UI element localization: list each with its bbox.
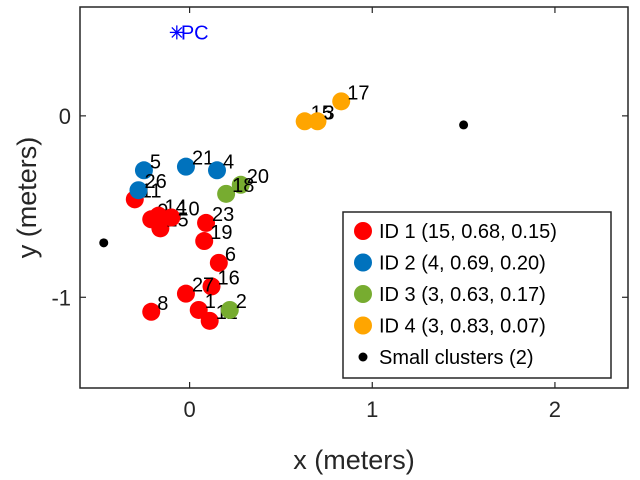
point-id-label: 8 <box>157 293 168 315</box>
small-cluster-point <box>99 238 109 248</box>
legend-marker <box>354 253 372 272</box>
point-id-label: 4 <box>223 151 234 173</box>
data-point <box>308 112 327 131</box>
legend-marker <box>358 352 368 362</box>
legend-marker <box>354 316 372 335</box>
point-id-label: 6 <box>225 244 236 266</box>
legend: ID 1 (15, 0.68, 0.15) ID 2 (4, 0.69, 0.20… <box>342 211 612 379</box>
x-tick-label: 2 <box>549 397 561 422</box>
data-point <box>195 232 214 251</box>
point-id-label: 23 <box>212 204 234 226</box>
legend-marker <box>354 222 372 240</box>
x-tick-label: 1 <box>366 397 378 422</box>
data-point <box>208 161 226 180</box>
legend-box <box>342 211 612 379</box>
data-point <box>220 300 239 319</box>
small-cluster-point <box>459 120 469 130</box>
data-point <box>231 175 250 194</box>
point-id-label: 27 <box>192 275 214 297</box>
data-point <box>189 300 208 319</box>
legend-entry: Small clusters (2) <box>379 347 533 369</box>
x-axis-label: x (meters) <box>293 445 415 475</box>
legend-marker <box>354 285 372 303</box>
data-point <box>162 208 181 227</box>
data-point <box>176 284 195 303</box>
y-tick-label: -1 <box>51 285 71 310</box>
point-id-label: 19 <box>210 222 232 244</box>
point-id-label: 21 <box>192 148 214 170</box>
point-id-label: 3 <box>323 102 334 124</box>
point-id-label: 17 <box>347 82 369 104</box>
data-point <box>129 181 148 200</box>
point-id-label: 20 <box>247 166 269 188</box>
y-axis-label: y (meters) <box>12 137 42 259</box>
legend-entry: ID 3 (3, 0.63, 0.17) <box>379 284 546 306</box>
data-point <box>200 311 219 330</box>
point-id-label: 2 <box>236 291 247 313</box>
data-point <box>134 161 153 180</box>
pc-marker <box>169 25 184 40</box>
point-id-label: 1 <box>205 291 216 313</box>
y-tick-label: 0 <box>59 104 71 129</box>
point-id-label: 10 <box>177 198 199 220</box>
plot-area-frame <box>79 6 629 389</box>
data-point <box>209 253 228 272</box>
x-tick-label: 0 <box>183 397 195 422</box>
chart-marks: 11914251023196162781125262142018215317PC <box>99 22 469 330</box>
pc-label: PC <box>181 22 209 44</box>
point-id-label: 26 <box>144 171 166 193</box>
axis-ticks: 0 1 20-1 <box>51 7 628 422</box>
legend-entry: ID 1 (15, 0.68, 0.15) <box>379 221 557 243</box>
point-id-label: 5 <box>150 151 161 173</box>
data-point <box>202 277 221 296</box>
point-id-label: 16 <box>218 267 240 289</box>
data-point <box>217 184 236 203</box>
data-point <box>332 92 351 111</box>
data-point <box>142 302 161 321</box>
data-point <box>197 213 216 232</box>
data-point <box>295 112 314 131</box>
data-point <box>176 157 195 176</box>
legend-entry: ID 2 (4, 0.69, 0.20) <box>379 253 546 275</box>
data-point <box>151 219 170 238</box>
legend-entry: ID 4 (3, 0.83, 0.07) <box>379 316 546 338</box>
point-id-label: 18 <box>232 175 254 197</box>
